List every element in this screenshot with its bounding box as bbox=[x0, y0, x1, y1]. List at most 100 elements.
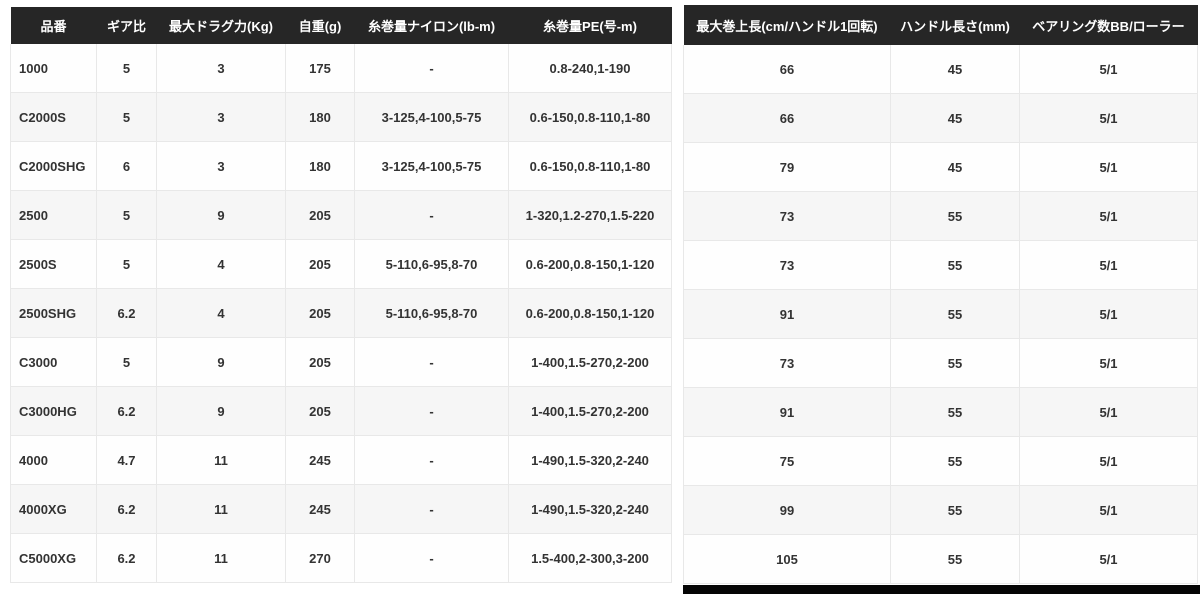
header-cell: 品番 bbox=[10, 7, 97, 44]
spec-table-right-section: 最大巻上長(cm/ハンドル1回転) ハンドル長さ(mm) ベアリング数BB/ローラー… bbox=[683, 5, 1198, 584]
spec-cell: 0.6-150,0.8-110,1-80 bbox=[508, 141, 672, 191]
model-cell: C2000SHG bbox=[10, 141, 97, 191]
header-cell: 糸巻量ナイロン(lb-m) bbox=[354, 7, 509, 44]
spec-cell: 66 bbox=[683, 45, 891, 94]
spec-cell: 205 bbox=[285, 288, 355, 338]
spec-cell: 3 bbox=[156, 44, 286, 93]
spec-cell: 11 bbox=[156, 435, 286, 485]
spec-cell: - bbox=[354, 435, 509, 485]
spec-cell: 79 bbox=[683, 142, 891, 192]
spec-row: 73 55 5/1 bbox=[683, 191, 1198, 241]
spec-cell: - bbox=[354, 386, 509, 436]
spec-table-left: 品番 ギア比 最大ドラグ力(Kg) 自重(g) 糸巻量ナイロン(lb-m) 糸巻量PE(号… bbox=[10, 7, 672, 583]
header-cell: 糸巻量PE(号-m) bbox=[508, 7, 672, 44]
spec-cell: 0.6-150,0.8-110,1-80 bbox=[508, 92, 672, 142]
model-cell: C5000XG bbox=[10, 533, 97, 583]
spec-cell: 3 bbox=[156, 141, 286, 191]
spec-header-row-left: 品番 ギア比 最大ドラグ力(Kg) 自重(g) 糸巻量ナイロン(lb-m) 糸巻量PE(号… bbox=[10, 7, 672, 44]
model-cell: C3000 bbox=[10, 337, 97, 387]
spec-cell: 4.7 bbox=[96, 435, 157, 485]
spec-cell: 3-125,4-100,5-75 bbox=[354, 92, 509, 142]
spec-cell: 9 bbox=[156, 190, 286, 240]
model-cell: 2500 bbox=[10, 190, 97, 240]
spec-table-right: 最大巻上長(cm/ハンドル1回転) ハンドル長さ(mm) ベアリング数BB/ローラー… bbox=[683, 5, 1198, 584]
spec-cell: 55 bbox=[890, 436, 1020, 486]
spec-row: 79 45 5/1 bbox=[683, 142, 1198, 192]
spec-cell: 1-400,1.5-270,2-200 bbox=[508, 386, 672, 436]
spec-row: 99 55 5/1 bbox=[683, 485, 1198, 535]
spec-cell: 6 bbox=[96, 141, 157, 191]
spec-row: 2500 5 9 205-1-320,1.2-270,1.5-220 bbox=[10, 190, 672, 240]
spec-cell: 73 bbox=[683, 191, 891, 241]
spec-cell: - bbox=[354, 484, 509, 534]
model-cell: 1000 bbox=[10, 44, 97, 93]
spec-cell: 5 bbox=[96, 190, 157, 240]
header-cell: ギア比 bbox=[96, 7, 157, 44]
spec-cell: 1-490,1.5-320,2-240 bbox=[508, 435, 672, 485]
spec-row: 91 55 5/1 bbox=[683, 289, 1198, 339]
spec-cell: 66 bbox=[683, 93, 891, 143]
model-cell: C3000HG bbox=[10, 386, 97, 436]
spec-cell: 1-400,1.5-270,2-200 bbox=[508, 337, 672, 387]
header-cell: ベアリング数BB/ローラー bbox=[1019, 5, 1198, 45]
spec-cell: 11 bbox=[156, 484, 286, 534]
spec-cell: 5/1 bbox=[1019, 191, 1198, 241]
spec-cell: 0.6-200,0.8-150,1-120 bbox=[508, 239, 672, 289]
spec-cell: 45 bbox=[890, 45, 1020, 94]
spec-cell: 55 bbox=[890, 387, 1020, 437]
spec-cell: 55 bbox=[890, 240, 1020, 290]
spec-cell: 5/1 bbox=[1019, 436, 1198, 486]
spec-row: 91 55 5/1 bbox=[683, 387, 1198, 437]
model-cell: 4000XG bbox=[10, 484, 97, 534]
spec-row: 4000 4.7 11 245-1-490,1.5-320,2-240 bbox=[10, 435, 672, 485]
spec-row: 1000 5 3 175-0.8-240,1-190 bbox=[10, 44, 672, 93]
spec-cell: 1.5-400,2-300,3-200 bbox=[508, 533, 672, 583]
spec-row: 105 55 5/1 bbox=[683, 534, 1198, 584]
header-cell: 最大巻上長(cm/ハンドル1回転) bbox=[683, 5, 891, 45]
spec-cell: 5-110,6-95,8-70 bbox=[354, 239, 509, 289]
spec-cell: 5/1 bbox=[1019, 387, 1198, 437]
spec-cell: 4 bbox=[156, 288, 286, 338]
spec-row: C2000S 5 3 180 3-125,4-100,5-75 0.6-150,0.8-1… bbox=[10, 92, 672, 142]
spec-cell: 205 bbox=[285, 337, 355, 387]
spec-row: 2500S 5 4 205 5-110,6-95,8-70 0.6-200,0.8-150… bbox=[10, 239, 672, 289]
spec-cell: 0.6-200,0.8-150,1-120 bbox=[508, 288, 672, 338]
spec-cell: - bbox=[354, 190, 509, 240]
spec-cell: 6.2 bbox=[96, 484, 157, 534]
model-cell: 2500SHG bbox=[10, 288, 97, 338]
spec-cell: 55 bbox=[890, 289, 1020, 339]
spec-cell: 205 bbox=[285, 190, 355, 240]
spec-cell: 5/1 bbox=[1019, 240, 1198, 290]
spec-cell: 55 bbox=[890, 534, 1020, 584]
spec-cell: - bbox=[354, 337, 509, 387]
header-cell: 最大ドラグ力(Kg) bbox=[156, 7, 286, 44]
spec-cell: 5/1 bbox=[1019, 93, 1198, 143]
spec-row: C2000SHG 6 3 180 3-125,4-100,5-75 0.6-150,0.8… bbox=[10, 141, 672, 191]
spec-cell: 5/1 bbox=[1019, 45, 1198, 94]
spec-cell: 6.2 bbox=[96, 288, 157, 338]
spec-cell: 6.2 bbox=[96, 386, 157, 436]
model-cell: 2500S bbox=[10, 239, 97, 289]
horizontal-scrollbar-thumb[interactable] bbox=[683, 585, 1200, 594]
spec-row: C3000 5 9 205-1-400,1.5-270,2-200 bbox=[10, 337, 672, 387]
spec-cell: 245 bbox=[285, 435, 355, 485]
spec-cell: 55 bbox=[890, 485, 1020, 535]
spec-cell: 6.2 bbox=[96, 533, 157, 583]
spec-cell: 180 bbox=[285, 92, 355, 142]
spec-cell: 75 bbox=[683, 436, 891, 486]
spec-row: 75 55 5/1 bbox=[683, 436, 1198, 486]
model-cell: C2000S bbox=[10, 92, 97, 142]
spec-cell: 1-490,1.5-320,2-240 bbox=[508, 484, 672, 534]
spec-header-row-right: 最大巻上長(cm/ハンドル1回転) ハンドル長さ(mm) ベアリング数BB/ローラー bbox=[683, 5, 1198, 45]
spec-cell: 205 bbox=[285, 386, 355, 436]
spec-cell: - bbox=[354, 533, 509, 583]
spec-cell: 73 bbox=[683, 240, 891, 290]
spec-cell: 45 bbox=[890, 142, 1020, 192]
model-cell: 4000 bbox=[10, 435, 97, 485]
spec-cell: 0.8-240,1-190 bbox=[508, 44, 672, 93]
spec-row: 2500SHG 6.2 4 205 5-110,6-95,8-70 0.6-200,0.8… bbox=[10, 288, 672, 338]
spec-cell: 5 bbox=[96, 337, 157, 387]
spec-cell: 45 bbox=[890, 93, 1020, 143]
spec-cell: 5/1 bbox=[1019, 142, 1198, 192]
spec-row: 66 45 5/1 bbox=[683, 93, 1198, 143]
